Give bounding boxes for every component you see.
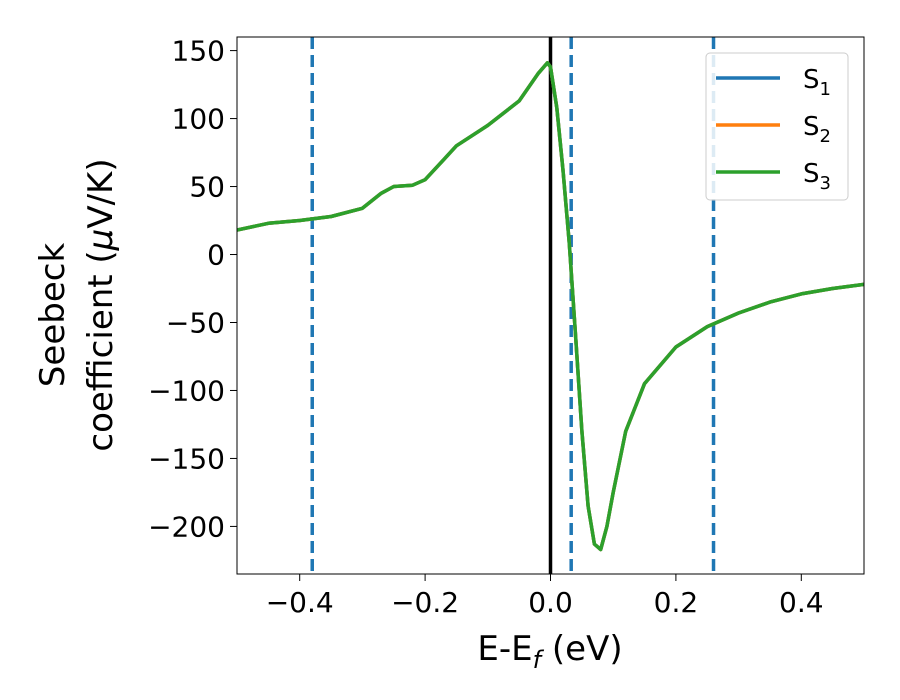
y-tick-label: 100 xyxy=(172,103,225,136)
legend-label: S2 xyxy=(803,112,831,147)
legend-item-s3: S3 xyxy=(716,159,831,194)
y-axis-title: Seebeck coefficient (μV/K) xyxy=(33,158,121,451)
y-tick-label: −200 xyxy=(148,510,225,543)
series-lines xyxy=(237,61,864,552)
y-tick-label: 150 xyxy=(172,35,225,68)
vertical-lines xyxy=(310,37,716,574)
y-axis-ticks: 150 100 50 0 −50 −100 −150 −200 xyxy=(148,35,237,543)
y-tick-label: −50 xyxy=(166,306,225,339)
x-axis-ticks: −0.4 −0.2 0.0 0.2 0.4 xyxy=(266,574,824,619)
legend-label: S1 xyxy=(803,65,831,100)
x-axis-title-main: E-E xyxy=(477,629,532,669)
x-tick-label: 0.2 xyxy=(654,586,699,619)
y-axis-title-line2: coefficient (μV/K) xyxy=(81,158,121,451)
y-tick-label: 50 xyxy=(189,171,225,204)
x-tick-label: 0.0 xyxy=(528,586,573,619)
y-axis-title-line2-end: V/K) xyxy=(81,158,121,228)
series-line-s3 xyxy=(237,61,864,552)
x-tick-label: −0.4 xyxy=(266,586,334,619)
x-axis-title: E-Ef (eV) xyxy=(477,629,622,674)
y-tick-label: 0 xyxy=(207,239,225,272)
y-axis-title-mu: μ xyxy=(81,229,121,252)
legend-label: S3 xyxy=(803,159,831,194)
x-tick-label: 0.4 xyxy=(779,586,824,619)
y-axis-title-line2-start: coefficient ( xyxy=(81,250,121,451)
legend-item-s1: S1 xyxy=(716,65,831,100)
y-tick-label: −100 xyxy=(148,374,225,407)
y-axis-title-line1: Seebeck xyxy=(33,243,73,388)
legend: S1 S2 S3 xyxy=(705,52,849,201)
y-tick-label: −150 xyxy=(148,442,225,475)
x-tick-label: −0.2 xyxy=(391,586,459,619)
x-axis-title-unit: (eV) xyxy=(541,629,623,669)
legend-item-s2: S2 xyxy=(716,112,831,147)
